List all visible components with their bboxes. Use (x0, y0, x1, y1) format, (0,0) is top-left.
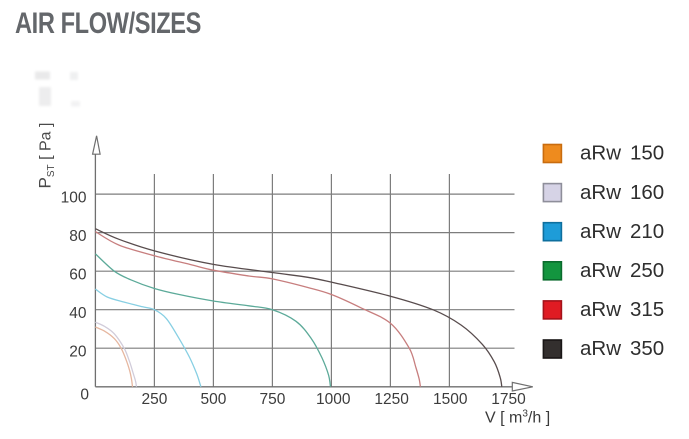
svg-text:60: 60 (69, 266, 87, 283)
svg-text:750: 750 (259, 391, 285, 408)
svg-text:aRw: aRw (580, 181, 621, 204)
svg-text:1250: 1250 (374, 391, 409, 408)
svg-text:350: 350 (630, 337, 664, 360)
svg-text:20: 20 (69, 343, 87, 360)
svg-text:aRw: aRw (580, 142, 621, 165)
svg-text:aRw: aRw (580, 220, 621, 243)
svg-text:250: 250 (630, 259, 664, 282)
svg-text:210: 210 (630, 220, 664, 243)
svg-text:100: 100 (61, 189, 87, 206)
svg-text:160: 160 (630, 181, 664, 204)
svg-text:aRw: aRw (580, 259, 621, 282)
svg-text:1500: 1500 (433, 391, 468, 408)
svg-text:V [ m3/h ]: V [ m3/h ] (485, 409, 550, 427)
svg-text:PST [ Pa ]: PST [ Pa ] (36, 123, 58, 189)
svg-text:aRw: aRw (580, 298, 621, 321)
svg-text:40: 40 (69, 305, 87, 322)
svg-text:150: 150 (630, 142, 664, 165)
svg-text:0: 0 (80, 387, 89, 404)
svg-text:315: 315 (630, 298, 664, 321)
svg-text:500: 500 (200, 391, 226, 408)
svg-text:250: 250 (141, 391, 167, 408)
svg-text:80: 80 (69, 228, 87, 245)
svg-text:1000: 1000 (316, 391, 351, 408)
svg-text:1750: 1750 (491, 391, 526, 408)
svg-text:aRw: aRw (580, 337, 621, 360)
